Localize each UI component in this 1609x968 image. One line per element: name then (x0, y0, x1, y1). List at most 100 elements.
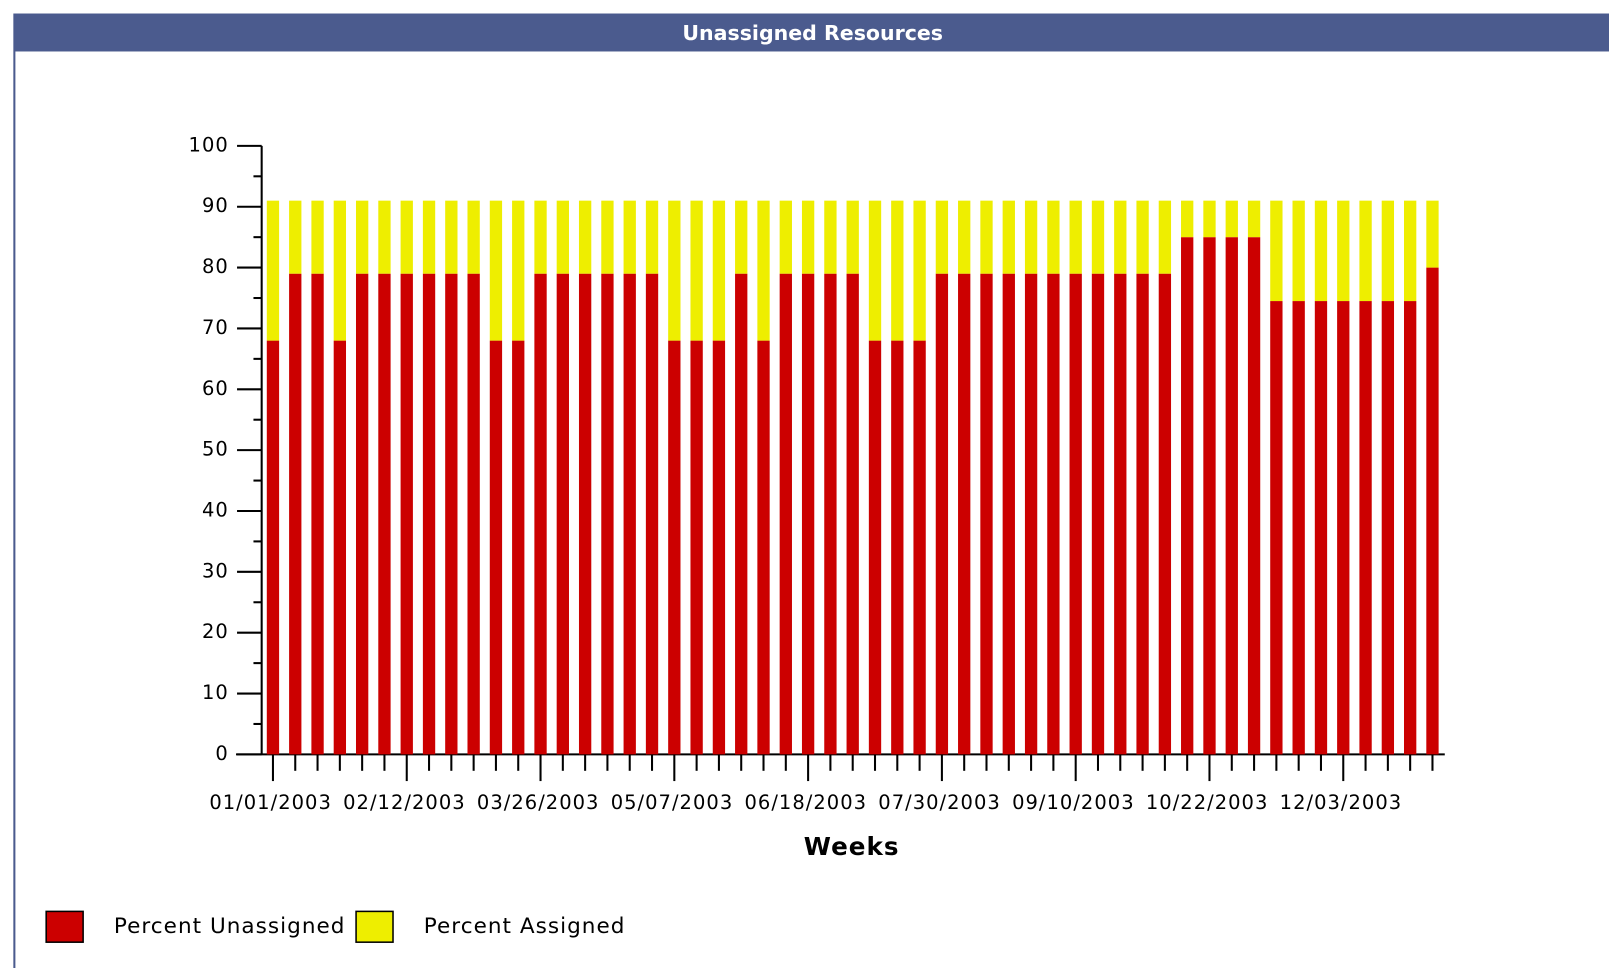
bar-segment (1091, 273, 1105, 755)
y-tick-label: 60 (202, 377, 229, 400)
bar-segment (1359, 301, 1372, 755)
bar-segment (980, 200, 993, 274)
x-tick-label: 01/01/2003 (209, 791, 332, 814)
bar-segment (378, 200, 391, 274)
bar-segment (1091, 200, 1105, 274)
bar-segment (489, 340, 503, 755)
bar-segment (690, 200, 703, 341)
bar-segment (712, 340, 726, 755)
bar-segment (534, 273, 547, 755)
bar-segment (578, 273, 592, 755)
bar-segment (757, 200, 770, 341)
bar-segment (1381, 301, 1395, 755)
y-tick-label: 30 (202, 559, 229, 582)
bar-segment (779, 273, 792, 755)
bar-segment (623, 273, 636, 755)
y-tick-label: 10 (202, 681, 229, 704)
bar-segment (891, 340, 904, 755)
y-tick-label: 70 (202, 316, 229, 339)
bar-segment (355, 200, 369, 274)
bar-segment (1002, 200, 1015, 274)
bar-segment (333, 340, 347, 755)
bar-segment (422, 273, 436, 755)
y-tick-label: 100 (189, 133, 229, 156)
bar-segment (913, 340, 926, 755)
legend-swatch (45, 910, 84, 943)
bar-segment (801, 273, 815, 755)
x-axis-title: Weeks (804, 832, 900, 861)
bar-segment (311, 273, 324, 755)
bar-segment (1203, 237, 1216, 755)
bar-segment (445, 273, 458, 755)
bar-segment (1337, 301, 1350, 755)
bar-segment (601, 200, 614, 274)
x-tick-label: 12/03/2003 (1280, 791, 1403, 814)
chart-title: Unassigned Resources (682, 21, 943, 45)
bar-segment (512, 200, 525, 341)
bar-segment (1024, 273, 1038, 755)
x-tick-label: 05/07/2003 (611, 791, 734, 814)
bar-segment (1381, 200, 1395, 302)
bar-segment (1426, 200, 1439, 268)
bar-segment (846, 200, 859, 274)
legend-swatch (355, 910, 394, 943)
y-tick-label: 50 (202, 438, 229, 461)
bar-segment (980, 273, 993, 755)
bar-segment (333, 200, 347, 341)
bar-segment (378, 273, 391, 755)
x-tick-label: 07/30/2003 (878, 791, 1001, 814)
bar-segment (1158, 273, 1172, 755)
bar-segment (913, 200, 926, 341)
bar-segment (757, 340, 770, 755)
bar-segment (1002, 273, 1015, 755)
bar-segment (1225, 200, 1238, 238)
bar-segment (735, 200, 748, 274)
bar-segment (1047, 200, 1060, 274)
legend-label: Percent Unassigned (114, 914, 346, 939)
bar-segment (489, 200, 503, 341)
x-tick-label: 09/10/2003 (1012, 791, 1135, 814)
bar-segment (824, 200, 837, 274)
x-tick-label: 10/22/2003 (1146, 791, 1269, 814)
header-bar (14, 14, 1609, 52)
bar-segment (578, 200, 592, 274)
bar-segment (1203, 200, 1216, 238)
bar-segment (824, 273, 837, 755)
y-tick-label: 0 (215, 742, 228, 765)
bar-segment (311, 200, 324, 274)
x-tick-label: 02/12/2003 (343, 791, 466, 814)
bar-segment (735, 273, 748, 755)
bar-segment (467, 273, 480, 755)
bar-segment (779, 200, 792, 274)
bar-segment (556, 273, 569, 755)
bar-segment (623, 200, 636, 274)
bar-segment (1247, 200, 1261, 238)
bar-segment (1114, 200, 1127, 274)
bar-segment (467, 200, 480, 274)
bar-segment (690, 340, 703, 755)
x-tick-label: 03/26/2003 (477, 791, 600, 814)
y-tick-label: 40 (202, 498, 229, 521)
bar-segment (958, 273, 971, 755)
y-tick-label: 80 (202, 255, 229, 278)
bar-segment (289, 200, 302, 274)
bar-segment (556, 200, 569, 274)
bar-segment (422, 200, 436, 274)
bar-segment (1426, 267, 1439, 755)
y-tick-label: 20 (202, 620, 229, 643)
bar-segment (1069, 273, 1082, 755)
bar-segment (1292, 200, 1305, 302)
bar-segment (668, 200, 681, 341)
bar-segment (1270, 200, 1283, 302)
bar-segment (266, 340, 280, 755)
bar-segment (645, 273, 659, 755)
legend-label: Percent Assigned (424, 914, 626, 939)
bar-segment (1024, 200, 1038, 274)
bar-segment (868, 340, 882, 755)
bar-segment (712, 200, 726, 341)
bar-segment (534, 200, 547, 274)
bar-segment (645, 200, 659, 274)
bar-segment (1181, 200, 1194, 238)
bar-segment (1069, 200, 1082, 274)
